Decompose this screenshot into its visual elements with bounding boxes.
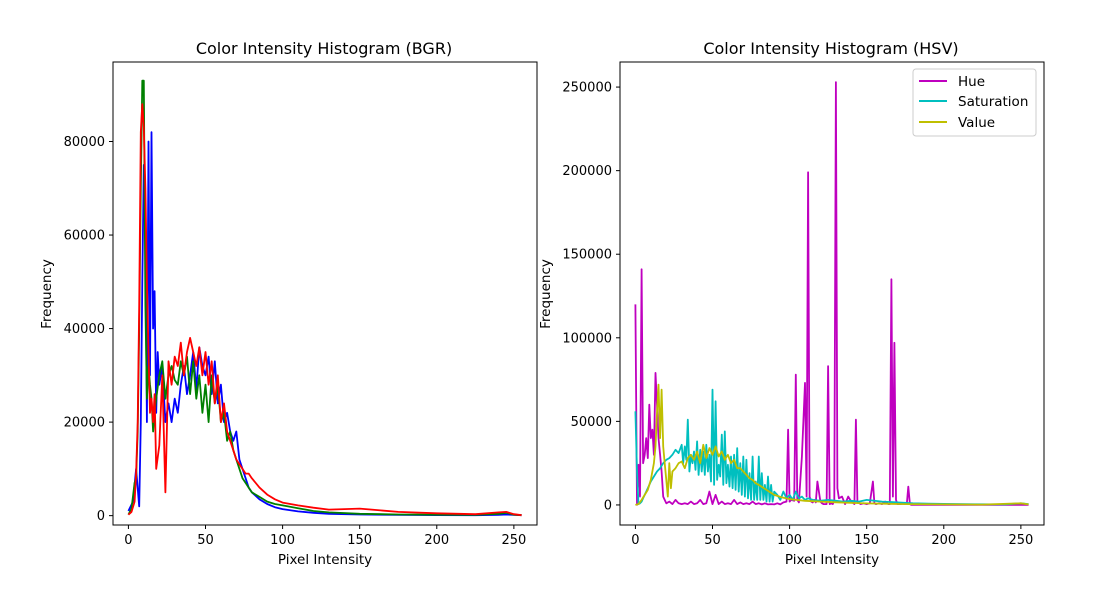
hsv-x-ticks: 0 50 100 150 200 250	[631, 525, 1033, 548]
bgr-y-tick-label: 60000	[64, 229, 105, 244]
bgr-x-tick-label: 0	[124, 533, 132, 548]
hsv-y-ticks: 0 50000 100000 150000 200000 250000	[562, 81, 620, 513]
bgr-series-blue-channel	[127, 131, 522, 517]
bgr-y-tick-label: 0	[97, 509, 105, 524]
bgr-x-tick-label: 50	[197, 533, 214, 548]
hsv-legend: Hue Saturation Value	[912, 68, 1037, 137]
hsv-y-axis-label: Frequency	[538, 259, 554, 329]
hsv-x-tick-label: 150	[854, 533, 879, 548]
hsv-axes-frame	[619, 61, 1045, 526]
bgr-x-tick-label: 100	[270, 533, 295, 548]
hsv-plot-area	[634, 81, 1029, 506]
legend-value-label: Value	[958, 115, 995, 131]
bgr-y-tick-label: 20000	[64, 416, 105, 431]
bgr-y-tick-label: 80000	[64, 135, 105, 150]
hsv-y-tick-label: 50000	[571, 415, 612, 430]
hsv-x-tick-label: 50	[704, 533, 721, 548]
hsv-x-axis-label: Pixel Intensity	[785, 552, 879, 568]
hsv-series-saturation	[634, 388, 1029, 506]
bgr-y-axis-label: Frequency	[39, 259, 55, 329]
hsv-y-tick-label: 200000	[562, 164, 612, 179]
hsv-y-tick-label: 100000	[562, 331, 612, 346]
hsv-chart-title: Color Intensity Histogram (HSV)	[703, 39, 958, 58]
bgr-histogram-chart: Color Intensity Histogram (BGR) 0 50 100 15…	[39, 39, 538, 568]
bgr-x-tick-label: 250	[501, 533, 526, 548]
bgr-y-ticks: 0 20000 40000 60000 80000	[64, 135, 113, 524]
hsv-x-tick-label: 200	[931, 533, 956, 548]
legend-hue-label: Hue	[958, 74, 985, 90]
bgr-y-tick-label: 40000	[64, 322, 105, 337]
hsv-y-tick-label: 250000	[562, 81, 612, 96]
hsv-series-value	[635, 383, 1029, 506]
hsv-y-tick-label: 0	[604, 498, 612, 513]
bgr-series-red-channel	[127, 103, 522, 517]
hsv-histogram-chart: Color Intensity Histogram (HSV) 0 50 100 15…	[538, 39, 1045, 568]
legend-box	[912, 68, 1037, 137]
bgr-series-green-channel	[127, 79, 522, 517]
bgr-x-ticks: 0 50 100 150 200 250	[124, 525, 526, 548]
bgr-x-tick-label: 200	[424, 533, 449, 548]
hsv-x-tick-label: 250	[1008, 533, 1033, 548]
hsv-y-tick-label: 150000	[562, 248, 612, 263]
bgr-chart-title: Color Intensity Histogram (BGR)	[196, 39, 452, 58]
hsv-x-tick-label: 0	[631, 533, 639, 548]
bgr-plot-area	[127, 79, 522, 517]
hsv-x-tick-label: 100	[777, 533, 802, 548]
legend-saturation-label: Saturation	[958, 94, 1028, 110]
bgr-x-tick-label: 150	[347, 533, 372, 548]
bgr-axes-frame	[112, 61, 538, 526]
bgr-x-axis-label: Pixel Intensity	[278, 552, 372, 568]
hsv-series-hue	[634, 81, 1029, 506]
